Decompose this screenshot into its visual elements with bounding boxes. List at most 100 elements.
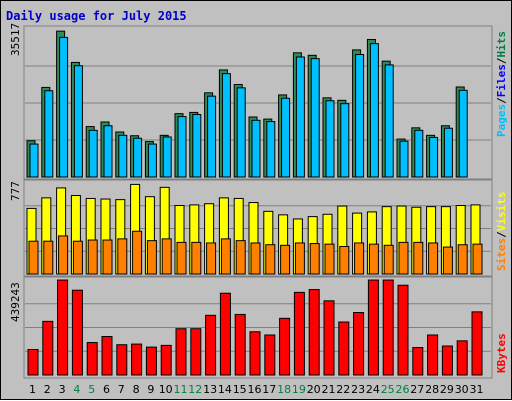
bar-files-day-26: [399, 140, 409, 178]
x-tick-18: 18: [277, 383, 291, 396]
bottom-legend: KBytes: [495, 333, 508, 373]
bar-files-day-15: [236, 87, 246, 178]
bar-files-day-17: [266, 121, 276, 178]
bar-files-day-9: [147, 143, 157, 178]
bar-files-day-23: [355, 53, 365, 178]
bar-sites-day-19: [294, 242, 305, 275]
x-tick-11: 11: [174, 383, 188, 396]
legend-files: Files: [495, 64, 508, 97]
x-tick-13: 13: [203, 383, 217, 396]
middle-ymax-label: 777: [9, 181, 22, 201]
bar-files-day-29: [443, 127, 453, 178]
bar-kbytes-day-22: [338, 321, 350, 376]
bar-files-day-28: [429, 136, 439, 178]
x-tick-23: 23: [351, 383, 365, 396]
bar-kbytes-day-20: [308, 289, 320, 376]
top-legend: Pages/Files/Hits: [495, 31, 508, 137]
bar-sites-day-11: [176, 241, 187, 275]
bar-sites-day-6: [102, 239, 113, 275]
bar-files-day-10: [162, 136, 172, 178]
bar-files-day-21: [325, 100, 335, 178]
x-tick-10: 10: [159, 383, 173, 396]
bar-sites-day-30: [457, 244, 468, 275]
bar-sites-day-29: [442, 246, 453, 275]
bar-files-day-4: [73, 65, 83, 178]
bar-sites-day-22: [339, 245, 350, 275]
bar-kbytes-day-12: [190, 328, 202, 376]
x-tick-21: 21: [322, 383, 336, 396]
x-tick-9: 9: [147, 383, 154, 396]
x-tick-5: 5: [88, 383, 95, 396]
bar-files-day-16: [251, 119, 261, 178]
bar-files-day-14: [221, 73, 231, 178]
legend-kbytes: KBytes: [495, 333, 508, 373]
x-tick-19: 19: [292, 383, 306, 396]
x-tick-1: 1: [29, 383, 36, 396]
legend-pages: Pages: [495, 104, 508, 137]
bar-files-day-7: [118, 134, 128, 178]
x-tick-2: 2: [44, 383, 51, 396]
bar-files-day-11: [177, 116, 187, 178]
legend-sep-3: /: [495, 231, 508, 238]
legend-sep-1: /: [495, 97, 508, 104]
bar-files-day-30: [458, 89, 468, 178]
bar-sites-day-21: [324, 243, 335, 275]
bar-kbytes-day-26: [397, 284, 409, 376]
bar-files-day-2: [44, 90, 54, 178]
legend-sep-2: /: [495, 57, 508, 64]
bar-kbytes-day-24: [367, 279, 379, 376]
x-tick-16: 16: [248, 383, 262, 396]
bar-sites-day-28: [428, 242, 439, 275]
bar-sites-day-20: [309, 243, 320, 275]
bar-kbytes-day-29: [441, 345, 453, 376]
bar-sites-day-8: [132, 230, 143, 275]
bar-sites-day-5: [87, 239, 98, 275]
bar-sites-day-27: [413, 241, 424, 275]
bar-sites-day-9: [146, 240, 157, 275]
bar-files-day-8: [133, 137, 143, 178]
bar-sites-day-13: [206, 242, 217, 275]
bottom-ymax-label: 439243: [9, 282, 22, 322]
bar-sites-day-18: [280, 244, 291, 275]
x-tick-26: 26: [396, 383, 410, 396]
bar-kbytes-day-10: [160, 344, 172, 376]
x-tick-14: 14: [218, 383, 232, 396]
bar-kbytes-day-27: [412, 347, 424, 376]
bar-sites-day-24: [368, 243, 379, 275]
bar-sites-day-17: [265, 244, 276, 275]
bar-kbytes-day-23: [353, 311, 365, 376]
bar-files-day-27: [414, 129, 424, 178]
bar-kbytes-day-19: [293, 291, 305, 376]
x-tick-4: 4: [73, 383, 80, 396]
bar-sites-day-4: [72, 240, 83, 275]
bar-kbytes-day-8: [131, 343, 143, 376]
bar-files-day-24: [369, 43, 379, 178]
x-tick-25: 25: [381, 383, 395, 396]
bar-kbytes-day-4: [71, 289, 83, 376]
bar-files-day-13: [207, 95, 217, 178]
bar-sites-day-2: [43, 240, 54, 275]
bar-kbytes-day-30: [456, 340, 468, 376]
x-tick-30: 30: [455, 383, 469, 396]
x-tick-27: 27: [410, 383, 424, 396]
x-tick-28: 28: [425, 383, 439, 396]
legend-visits: Visits: [495, 192, 508, 232]
bar-kbytes-day-16: [249, 331, 261, 376]
bar-kbytes-day-17: [264, 334, 276, 376]
bar-sites-day-10: [161, 238, 172, 275]
x-tick-12: 12: [188, 383, 202, 396]
bar-sites-day-23: [354, 242, 365, 275]
bar-sites-day-7: [117, 238, 128, 275]
bar-sites-day-1: [28, 240, 39, 275]
bar-kbytes-day-5: [86, 342, 98, 376]
x-tick-6: 6: [103, 383, 110, 396]
legend-hits: Hits: [495, 31, 508, 58]
bar-files-day-20: [310, 58, 320, 178]
chart-title: Daily usage for July 2015: [6, 9, 187, 23]
bar-kbytes-day-7: [116, 344, 128, 376]
top-ymax-label: 35517: [9, 23, 22, 56]
bar-sites-day-14: [220, 238, 231, 275]
middle-legend: Sites/Visits: [495, 192, 508, 272]
